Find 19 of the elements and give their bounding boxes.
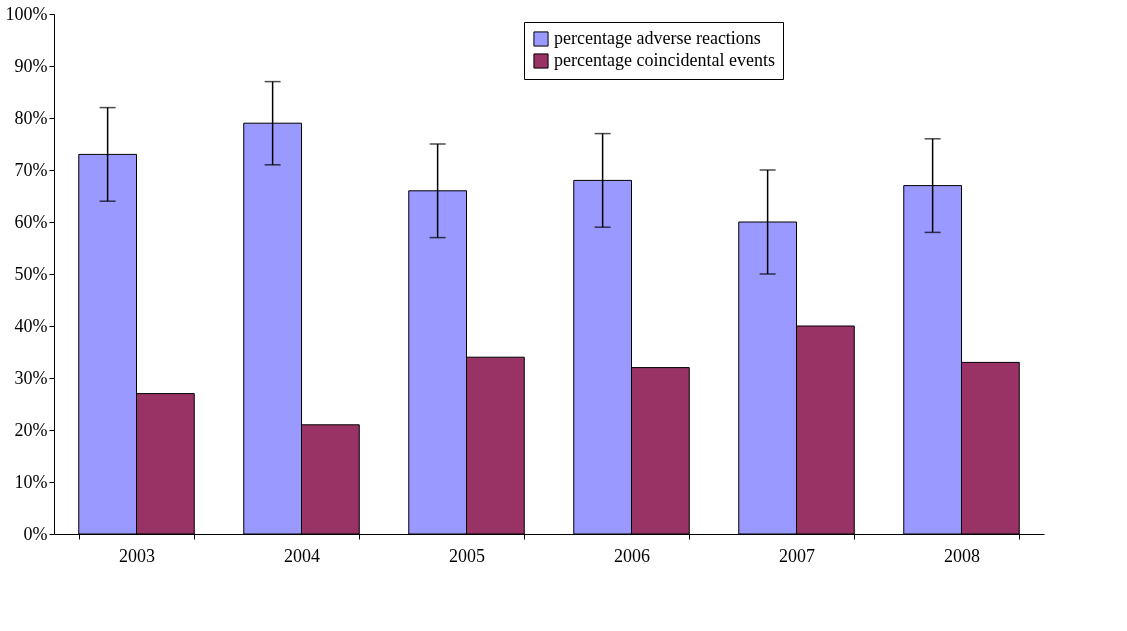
x-tick-label: 2006 (614, 545, 650, 566)
x-tick-label: 2007 (779, 545, 815, 566)
x-tick-label: 2008 (944, 545, 980, 566)
y-tick-label: 10% (14, 471, 48, 492)
legend-label: percentage adverse reactions (554, 28, 761, 48)
legend-label: percentage coincidental events (554, 50, 775, 70)
y-tick-label: 20% (14, 419, 48, 440)
y-tick-label: 100% (5, 3, 48, 24)
y-tick-label: 30% (14, 367, 48, 388)
y-tick-label: 40% (14, 315, 48, 336)
x-tick-label: 2004 (284, 545, 320, 566)
y-tick-label: 80% (14, 107, 48, 128)
y-tick-label: 50% (14, 263, 48, 284)
y-tick-label: 0% (23, 523, 48, 544)
y-tick-label: 90% (14, 55, 48, 76)
y-tick-label: 60% (14, 211, 48, 232)
x-tick-label: 2005 (449, 545, 485, 566)
y-tick-label: 70% (14, 159, 48, 180)
x-tick-label: 2003 (119, 545, 155, 566)
